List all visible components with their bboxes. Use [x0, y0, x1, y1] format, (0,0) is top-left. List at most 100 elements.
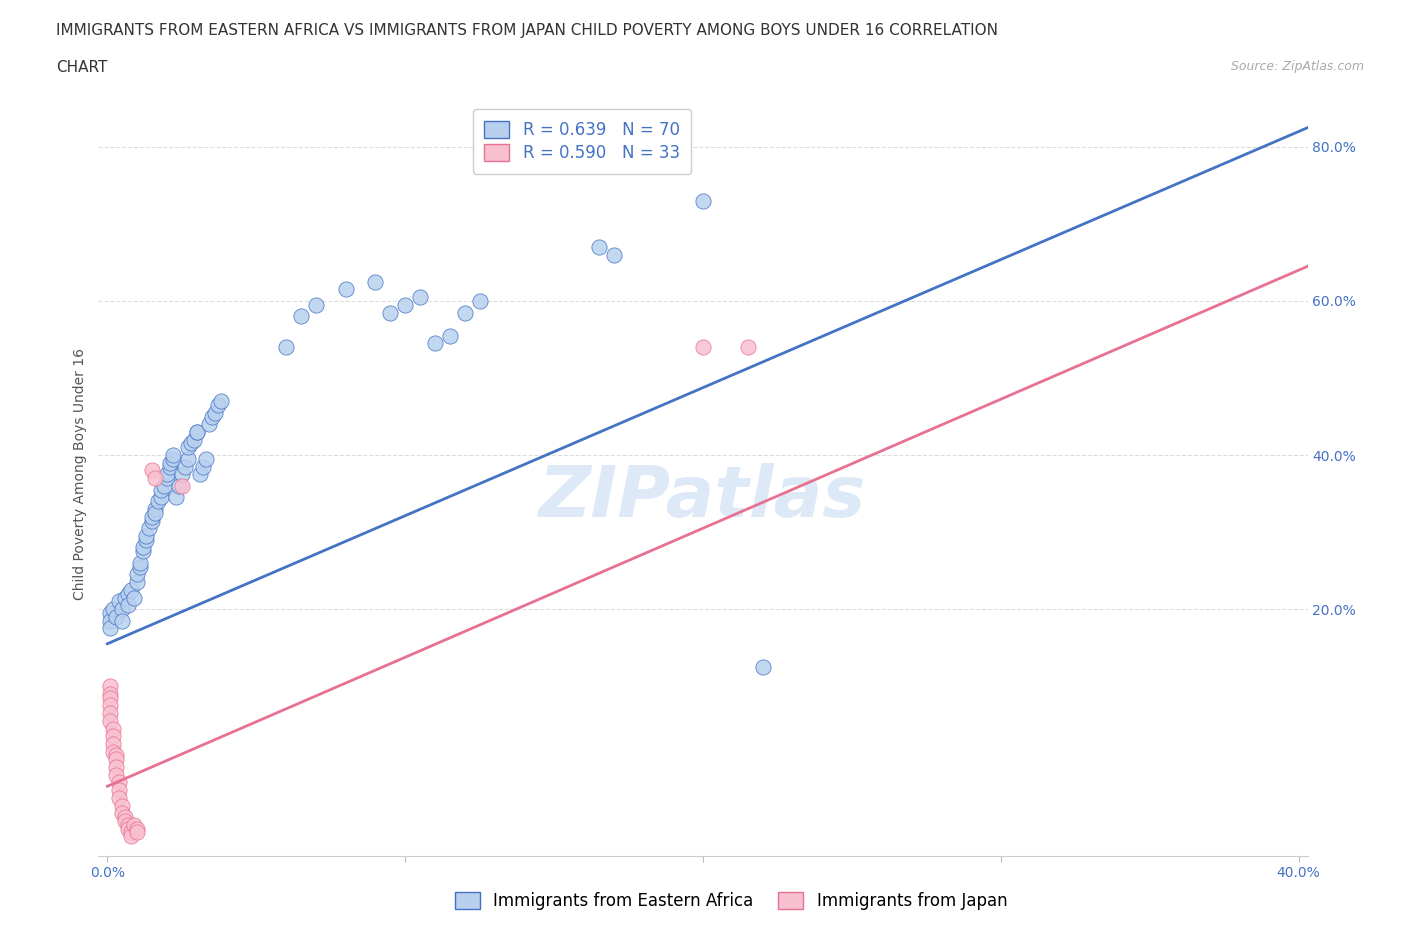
Point: [156, 467, 179, 482]
Point: [170, 478, 193, 493]
Point: [194, 451, 217, 466]
Point: [129, 559, 152, 574]
Point: [183, 432, 205, 447]
Point: [188, 467, 211, 482]
Point: [177, 440, 200, 455]
Point: [111, 805, 134, 820]
Point: [120, 825, 142, 840]
Point: [141, 463, 163, 478]
Point: [170, 467, 193, 482]
Point: [290, 309, 312, 324]
Point: [364, 274, 387, 289]
Point: [143, 505, 166, 520]
Point: [423, 336, 446, 351]
Point: [335, 282, 357, 297]
Point: [103, 737, 125, 751]
Point: [141, 513, 163, 528]
Point: [409, 289, 432, 304]
Text: CHART: CHART: [56, 60, 108, 75]
Point: [602, 247, 624, 262]
Point: [165, 490, 187, 505]
Point: [108, 594, 131, 609]
Point: [135, 528, 157, 543]
Point: [186, 424, 208, 439]
Point: [105, 609, 128, 624]
Point: [191, 459, 214, 474]
Point: [120, 582, 142, 597]
Point: [103, 721, 125, 736]
Point: [454, 305, 477, 320]
Point: [143, 501, 166, 516]
Point: [98, 690, 121, 705]
Point: [180, 436, 202, 451]
Point: [588, 240, 610, 255]
Legend: Immigrants from Eastern Africa, Immigrants from Japan: Immigrants from Eastern Africa, Immigran…: [449, 885, 1014, 917]
Point: [98, 621, 121, 636]
Point: [98, 706, 121, 721]
Point: [173, 459, 195, 474]
Point: [468, 294, 491, 309]
Point: [737, 339, 759, 354]
Point: [209, 393, 232, 408]
Point: [197, 417, 219, 432]
Point: [111, 798, 134, 813]
Point: [159, 459, 181, 474]
Point: [98, 686, 121, 701]
Point: [122, 817, 145, 832]
Point: [200, 409, 222, 424]
Point: [156, 471, 179, 485]
Point: [127, 825, 149, 840]
Point: [103, 729, 125, 744]
Point: [143, 471, 166, 485]
Point: [149, 490, 172, 505]
Point: [98, 605, 121, 620]
Point: [141, 510, 163, 525]
Y-axis label: Child Poverty Among Boys Under 16: Child Poverty Among Boys Under 16: [73, 349, 87, 600]
Point: [127, 821, 149, 836]
Point: [103, 602, 125, 617]
Point: [105, 760, 128, 775]
Point: [159, 456, 181, 471]
Point: [98, 698, 121, 712]
Point: [274, 339, 297, 354]
Point: [149, 483, 172, 498]
Point: [117, 598, 139, 613]
Point: [105, 751, 128, 766]
Point: [98, 713, 121, 728]
Point: [127, 567, 149, 582]
Point: [207, 397, 229, 412]
Text: Source: ZipAtlas.com: Source: ZipAtlas.com: [1230, 60, 1364, 73]
Legend: R = 0.639   N = 70, R = 0.590   N = 33: R = 0.639 N = 70, R = 0.590 N = 33: [472, 109, 692, 174]
Point: [129, 555, 152, 570]
Point: [132, 540, 155, 555]
Point: [98, 613, 121, 628]
Point: [117, 817, 139, 832]
Point: [751, 659, 773, 674]
Point: [186, 424, 208, 439]
Text: ZIPatlas: ZIPatlas: [540, 463, 866, 532]
Point: [138, 521, 160, 536]
Point: [114, 814, 136, 829]
Point: [98, 679, 121, 694]
Point: [162, 447, 184, 462]
Point: [167, 478, 190, 493]
Point: [117, 586, 139, 601]
Point: [153, 478, 176, 493]
Point: [122, 591, 145, 605]
Point: [692, 339, 714, 354]
Point: [105, 748, 128, 763]
Point: [135, 532, 157, 547]
Point: [380, 305, 402, 320]
Point: [114, 591, 136, 605]
Point: [146, 494, 169, 509]
Point: [117, 821, 139, 836]
Point: [108, 775, 131, 790]
Point: [103, 744, 125, 759]
Point: [439, 328, 461, 343]
Point: [120, 829, 142, 844]
Point: [394, 298, 416, 312]
Point: [111, 602, 134, 617]
Point: [305, 298, 328, 312]
Point: [108, 783, 131, 798]
Point: [111, 613, 134, 628]
